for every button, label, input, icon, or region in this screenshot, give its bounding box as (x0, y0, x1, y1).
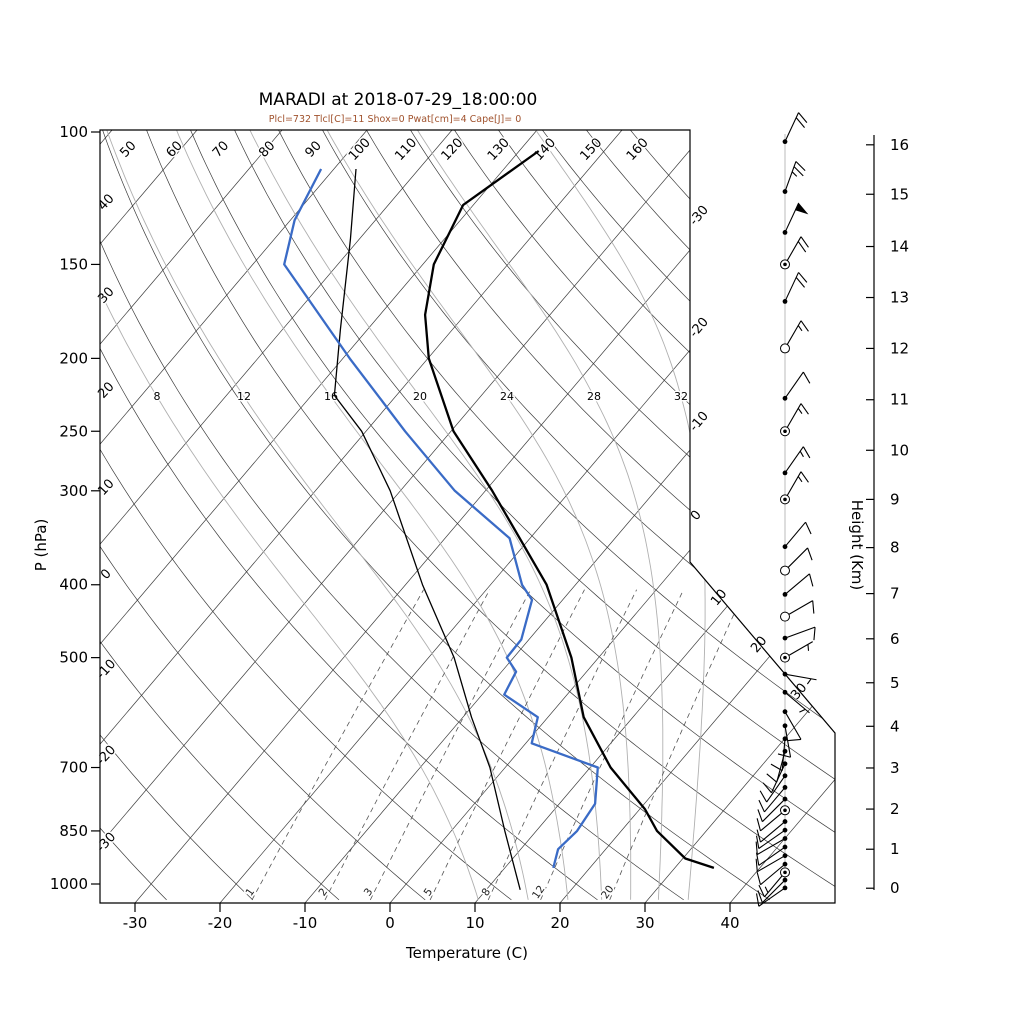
dry-adiabat-lines (100, 130, 835, 901)
svg-text:12: 12 (890, 339, 909, 357)
svg-text:0: 0 (890, 879, 900, 897)
svg-text:-30: -30 (94, 830, 119, 856)
svg-text:13: 13 (890, 289, 909, 307)
svg-text:40: 40 (720, 914, 739, 932)
svg-text:160: 160 (624, 135, 652, 163)
svg-text:850: 850 (59, 822, 88, 840)
svg-text:4: 4 (890, 717, 900, 735)
dewpoint-curve (283, 168, 599, 869)
svg-text:12: 12 (530, 883, 548, 901)
svg-text:150: 150 (577, 135, 605, 163)
svg-text:100: 100 (59, 123, 88, 141)
svg-text:90: 90 (303, 138, 325, 160)
svg-text:50: 50 (117, 138, 139, 160)
svg-text:200: 200 (59, 349, 88, 367)
svg-text:20: 20 (95, 379, 117, 401)
svg-text:8: 8 (154, 390, 161, 403)
svg-text:20: 20 (413, 390, 427, 403)
temperature-axis: -30 -20 -10 0 10 20 30 40 (123, 903, 740, 932)
svg-text:24: 24 (500, 390, 514, 403)
plot-grid-area (100, 130, 835, 903)
svg-text:8: 8 (480, 886, 494, 898)
svg-text:140: 140 (531, 135, 559, 163)
svg-text:2: 2 (890, 800, 900, 818)
chart-subtitle: Plcl=732 Tlcl[C]=11 Shox=0 Pwat[cm]=4 Ca… (269, 114, 522, 125)
temperature-curve (423, 150, 715, 869)
svg-text:-20: -20 (94, 743, 119, 769)
sounding-curves (283, 150, 715, 890)
svg-text:-20: -20 (208, 914, 233, 932)
svg-text:2: 2 (317, 886, 331, 898)
svg-text:14: 14 (890, 238, 909, 256)
svg-text:250: 250 (59, 422, 88, 440)
svg-text:10: 10 (465, 914, 484, 932)
svg-text:700: 700 (59, 759, 88, 777)
plot-border (99, 129, 836, 904)
svg-text:0: 0 (385, 914, 395, 932)
svg-text:-10: -10 (94, 657, 119, 683)
svg-text:1: 1 (890, 840, 900, 858)
pressure-axis-title: P (hPa) (32, 519, 50, 572)
svg-text:12: 12 (237, 390, 251, 403)
svg-text:28: 28 (587, 390, 601, 403)
temperature-axis-title: Temperature (C) (405, 944, 528, 962)
svg-text:0: 0 (98, 566, 115, 582)
wind-barbs (755, 112, 817, 907)
svg-text:3: 3 (890, 759, 900, 777)
svg-text:80: 80 (256, 138, 278, 160)
svg-text:300: 300 (59, 482, 88, 500)
svg-text:11: 11 (890, 391, 909, 409)
svg-text:6: 6 (890, 630, 900, 648)
svg-text:500: 500 (59, 649, 88, 667)
svg-text:15: 15 (890, 185, 909, 203)
svg-text:400: 400 (59, 576, 88, 594)
svg-text:30: 30 (95, 284, 117, 306)
svg-text:16: 16 (890, 136, 909, 154)
chart-title: MARADI at 2018-07-29_18:00:00 (259, 90, 538, 110)
svg-text:30: 30 (635, 914, 654, 932)
svg-text:60: 60 (164, 138, 186, 160)
mixing-ratio-lines (251, 589, 746, 901)
svg-text:8: 8 (890, 539, 900, 557)
svg-text:-30: -30 (123, 914, 148, 932)
height-axis-title: Height (Km) (848, 500, 866, 591)
svg-text:10: 10 (95, 476, 117, 498)
svg-text:3: 3 (362, 886, 376, 898)
svg-text:5: 5 (422, 886, 436, 898)
svg-text:100: 100 (346, 135, 374, 163)
svg-text:40: 40 (95, 191, 117, 213)
svg-text:150: 150 (59, 255, 88, 273)
svg-text:70: 70 (210, 138, 232, 160)
svg-text:20: 20 (550, 914, 569, 932)
svg-text:32: 32 (674, 390, 688, 403)
svg-text:5: 5 (890, 674, 900, 692)
svg-text:7: 7 (890, 585, 900, 603)
pressure-axis: 100 150 200 250 300 400 500 700 850 1000 (50, 123, 100, 893)
svg-text:9: 9 (890, 490, 900, 508)
svg-text:130: 130 (485, 135, 513, 163)
svg-text:10: 10 (890, 441, 909, 459)
svg-text:-10: -10 (293, 914, 318, 932)
moist-adiabat-lines (100, 130, 706, 900)
svg-text:110: 110 (392, 135, 420, 163)
parcel-trace-path (333, 168, 521, 890)
svg-text:120: 120 (439, 135, 467, 163)
svg-text:1: 1 (244, 886, 258, 898)
svg-text:1000: 1000 (50, 875, 88, 893)
